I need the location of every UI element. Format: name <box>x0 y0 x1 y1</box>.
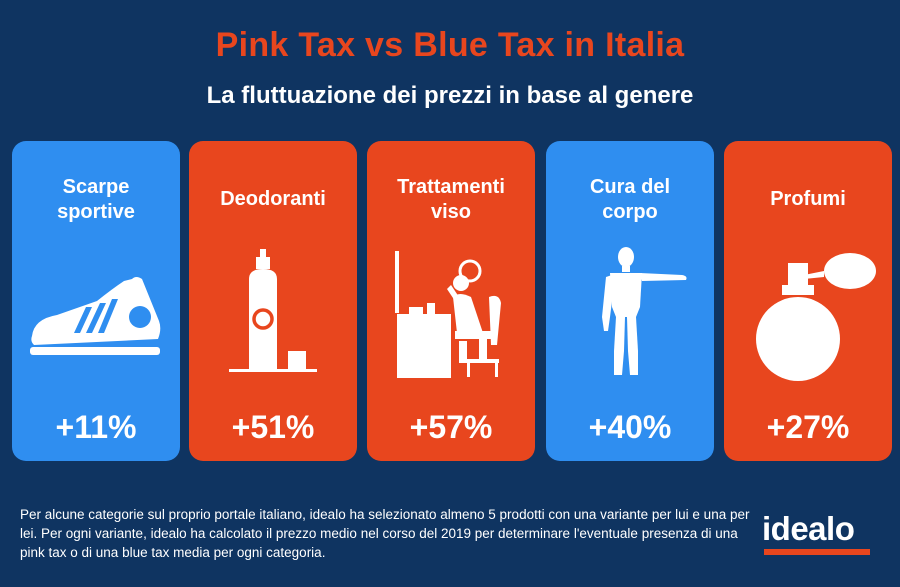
card-trattamenti-viso: Trattamenti viso +57% <box>367 141 535 461</box>
card-scarpe-sportive: Scarpe sportive +11% <box>12 141 180 461</box>
card-value: +51% <box>231 409 315 445</box>
woman-at-vanity-icon <box>395 251 501 378</box>
page-subtitle: La fluttuazione dei prezzi in base al ge… <box>206 82 694 109</box>
card-cura-del-corpo: Cura del corpo +40% <box>546 141 714 461</box>
idealo-logo: idealo <box>762 510 855 547</box>
perfume-bottle-icon <box>756 253 876 381</box>
card-value: +27% <box>766 409 850 445</box>
category-cards: Scarpe sportive +11% Deodoranti +51% Tra… <box>12 141 892 461</box>
card-label: Trattamenti viso <box>397 176 505 223</box>
card-deodoranti: Deodoranti +51% <box>189 141 357 461</box>
human-body-icon <box>602 247 687 375</box>
logo-underline <box>764 549 870 555</box>
card-profumi: Profumi +27% <box>724 141 892 461</box>
card-label: Scarpe sportive <box>57 176 135 223</box>
deodorant-spray-icon <box>229 249 317 372</box>
card-value: +11% <box>55 409 137 445</box>
card-label: Profumi <box>770 188 846 210</box>
page-title: Pink Tax vs Blue Tax in Italia <box>215 26 685 64</box>
card-value: +40% <box>588 409 672 445</box>
card-label: Deodoranti <box>220 188 326 210</box>
sneaker-icon <box>30 277 161 355</box>
methodology-footnote: Per alcune categorie sul proprio portale… <box>20 507 750 560</box>
card-label: Cura del corpo <box>589 176 671 223</box>
card-value: +57% <box>409 409 493 445</box>
